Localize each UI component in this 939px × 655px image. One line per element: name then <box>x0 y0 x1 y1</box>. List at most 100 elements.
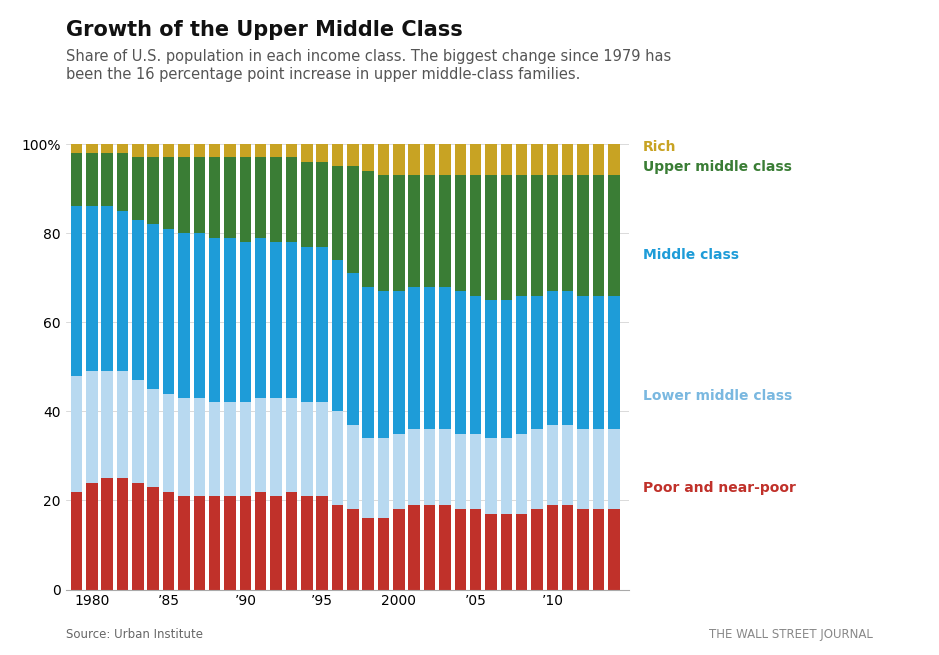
Bar <box>439 287 451 429</box>
Bar <box>562 291 574 424</box>
Bar <box>239 496 251 590</box>
Bar <box>500 300 512 438</box>
Bar <box>208 402 221 496</box>
Bar <box>70 206 83 376</box>
Bar <box>608 510 620 590</box>
Bar <box>500 514 512 590</box>
Bar <box>178 496 190 590</box>
Bar <box>562 424 574 505</box>
Bar <box>331 505 344 590</box>
Bar <box>485 300 497 438</box>
Bar <box>546 424 558 505</box>
Text: Growth of the Upper Middle Class: Growth of the Upper Middle Class <box>66 20 463 40</box>
Text: Share of U.S. population in each income class. The biggest change since 1979 has: Share of U.S. population in each income … <box>66 49 671 81</box>
Bar <box>316 144 328 162</box>
Bar <box>577 295 589 429</box>
Bar <box>593 510 604 590</box>
Bar <box>116 478 129 590</box>
Text: Middle class: Middle class <box>643 248 739 263</box>
Bar <box>178 398 190 496</box>
Bar <box>577 429 589 510</box>
Bar <box>86 371 98 483</box>
Bar <box>454 144 466 176</box>
Bar <box>86 153 98 206</box>
Bar <box>546 291 558 424</box>
Bar <box>70 376 83 491</box>
Bar <box>393 144 405 176</box>
Bar <box>147 487 159 590</box>
Bar <box>347 273 359 424</box>
Bar <box>470 510 482 590</box>
Bar <box>485 144 497 176</box>
Bar <box>500 144 512 176</box>
Bar <box>101 153 113 206</box>
Bar <box>254 398 267 491</box>
Bar <box>485 176 497 300</box>
Bar <box>562 144 574 176</box>
Bar <box>470 434 482 510</box>
Bar <box>224 496 236 590</box>
Bar <box>485 514 497 590</box>
Bar <box>454 434 466 510</box>
Bar <box>485 438 497 514</box>
Bar <box>147 389 159 487</box>
Bar <box>577 144 589 176</box>
Bar <box>270 144 282 157</box>
Bar <box>593 429 604 510</box>
Bar <box>239 402 251 496</box>
Bar <box>500 438 512 514</box>
Bar <box>393 176 405 291</box>
Bar <box>208 157 221 238</box>
Bar <box>470 176 482 295</box>
Bar <box>101 478 113 590</box>
Bar <box>132 380 144 483</box>
Bar <box>608 295 620 429</box>
Bar <box>147 144 159 157</box>
Bar <box>178 157 190 233</box>
Bar <box>470 295 482 434</box>
Bar <box>193 233 205 398</box>
Bar <box>116 211 129 371</box>
Bar <box>562 505 574 590</box>
Bar <box>439 429 451 505</box>
Bar <box>516 295 528 434</box>
Bar <box>316 402 328 496</box>
Bar <box>162 157 175 229</box>
Bar <box>301 162 313 246</box>
Text: Upper middle class: Upper middle class <box>643 160 793 174</box>
Bar <box>362 518 374 590</box>
Bar <box>224 238 236 402</box>
Bar <box>316 246 328 402</box>
Bar <box>408 505 420 590</box>
Bar <box>285 157 297 242</box>
Bar <box>331 260 344 411</box>
Text: THE WALL STREET JOURNAL: THE WALL STREET JOURNAL <box>709 627 873 641</box>
Bar <box>593 144 604 176</box>
Bar <box>531 510 543 590</box>
Bar <box>285 398 297 491</box>
Bar <box>116 371 129 478</box>
Bar <box>101 371 113 478</box>
Bar <box>546 176 558 291</box>
Bar <box>162 144 175 157</box>
Bar <box>208 144 221 157</box>
Bar <box>193 157 205 233</box>
Bar <box>147 157 159 224</box>
Bar <box>208 496 221 590</box>
Bar <box>193 144 205 157</box>
Bar <box>439 176 451 287</box>
Bar <box>546 505 558 590</box>
Bar <box>86 206 98 371</box>
Bar <box>454 176 466 291</box>
Bar <box>608 429 620 510</box>
Bar <box>408 287 420 429</box>
Bar <box>593 176 604 295</box>
Bar <box>239 144 251 157</box>
Bar <box>270 398 282 496</box>
Bar <box>162 394 175 491</box>
Bar <box>362 438 374 518</box>
Text: Lower middle class: Lower middle class <box>643 389 793 403</box>
Bar <box>285 144 297 157</box>
Bar <box>254 157 267 238</box>
Text: Rich: Rich <box>643 140 677 155</box>
